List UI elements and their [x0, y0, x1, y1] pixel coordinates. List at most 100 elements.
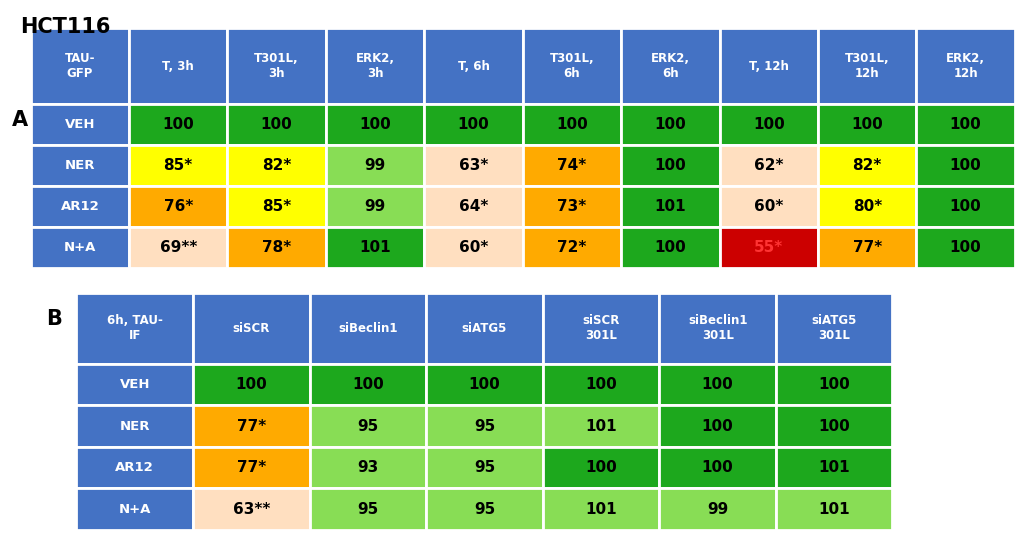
Text: T, 6h: T, 6h [458, 60, 489, 72]
Text: VEH: VEH [64, 118, 95, 131]
Bar [542, 447, 658, 489]
Bar [426, 447, 542, 489]
Text: VEH: VEH [119, 378, 150, 391]
Text: 73*: 73* [556, 199, 586, 214]
Text: 100: 100 [352, 377, 383, 392]
Text: 72*: 72* [556, 240, 586, 255]
Bar [719, 104, 817, 145]
Bar [326, 227, 424, 268]
Bar [523, 104, 621, 145]
Bar [817, 104, 916, 145]
Bar [916, 227, 1014, 268]
Text: AR12: AR12 [115, 461, 154, 474]
Bar [719, 28, 817, 104]
Bar [424, 145, 523, 186]
Text: siATG5
301L: siATG5 301L [811, 314, 856, 342]
Text: siSCR
301L: siSCR 301L [582, 314, 620, 342]
Bar [326, 28, 424, 104]
Bar [658, 364, 775, 405]
Bar [775, 364, 892, 405]
Text: 100: 100 [701, 377, 733, 392]
Bar [775, 489, 892, 530]
Bar [310, 489, 426, 530]
Text: 6h, TAU-
IF: 6h, TAU- IF [107, 314, 163, 342]
Text: 60*: 60* [753, 199, 783, 214]
Bar [523, 186, 621, 227]
Text: 100: 100 [162, 118, 194, 132]
Text: NER: NER [64, 159, 95, 172]
Text: 100: 100 [654, 118, 686, 132]
Bar [326, 104, 424, 145]
Bar [31, 186, 129, 227]
Text: 95: 95 [357, 418, 378, 433]
Bar [193, 447, 310, 489]
Text: 99: 99 [706, 502, 728, 517]
Bar [326, 186, 424, 227]
Text: A: A [12, 110, 29, 130]
Bar [916, 145, 1014, 186]
Text: 64*: 64* [459, 199, 488, 214]
Bar [310, 447, 426, 489]
Text: 99: 99 [364, 158, 385, 173]
Bar [621, 28, 719, 104]
Bar [658, 489, 775, 530]
Bar [227, 145, 326, 186]
Bar [621, 227, 719, 268]
Text: 100: 100 [585, 377, 616, 392]
Text: 101: 101 [817, 460, 849, 475]
Text: T301L,
12h: T301L, 12h [844, 52, 889, 80]
Bar [424, 227, 523, 268]
Text: N+A: N+A [118, 503, 151, 516]
Bar [424, 28, 523, 104]
Bar [193, 405, 310, 447]
Text: T, 12h: T, 12h [748, 60, 788, 72]
Text: 100: 100 [359, 118, 390, 132]
Text: 100: 100 [458, 118, 489, 132]
Bar [719, 145, 817, 186]
Text: 100: 100 [468, 377, 500, 392]
Text: 100: 100 [949, 118, 980, 132]
Text: T, 3h: T, 3h [162, 60, 194, 72]
Text: 100: 100 [654, 240, 686, 255]
Bar [719, 227, 817, 268]
Bar [542, 405, 658, 447]
Bar [426, 489, 542, 530]
Bar [426, 364, 542, 405]
Bar [76, 489, 193, 530]
Bar [621, 104, 719, 145]
Bar [31, 28, 129, 104]
Bar [227, 186, 326, 227]
Bar [76, 364, 193, 405]
Text: 55*: 55* [753, 240, 783, 255]
Bar [542, 364, 658, 405]
Bar [523, 227, 621, 268]
Text: 82*: 82* [852, 158, 881, 173]
Bar [916, 104, 1014, 145]
Text: 69**: 69** [159, 240, 197, 255]
Text: 100: 100 [701, 460, 733, 475]
Text: 77*: 77* [236, 418, 266, 433]
Text: B: B [46, 309, 62, 329]
Text: ERK2,
12h: ERK2, 12h [946, 52, 984, 80]
Bar [193, 364, 310, 405]
Text: 100: 100 [555, 118, 587, 132]
Text: siBeclin1
301L: siBeclin1 301L [687, 314, 747, 342]
Bar [621, 186, 719, 227]
Bar [227, 28, 326, 104]
Text: 77*: 77* [236, 460, 266, 475]
Bar [129, 104, 227, 145]
Bar [129, 186, 227, 227]
Bar [542, 489, 658, 530]
Text: T301L,
6h: T301L, 6h [549, 52, 594, 80]
Text: 78*: 78* [262, 240, 291, 255]
Text: 62*: 62* [753, 158, 783, 173]
Text: 63*: 63* [459, 158, 488, 173]
Text: 95: 95 [474, 460, 494, 475]
Bar [719, 186, 817, 227]
Bar [129, 227, 227, 268]
Text: 95: 95 [357, 502, 378, 517]
Text: 82*: 82* [262, 158, 291, 173]
Bar [227, 227, 326, 268]
Text: 101: 101 [359, 240, 390, 255]
Text: 100: 100 [817, 377, 849, 392]
